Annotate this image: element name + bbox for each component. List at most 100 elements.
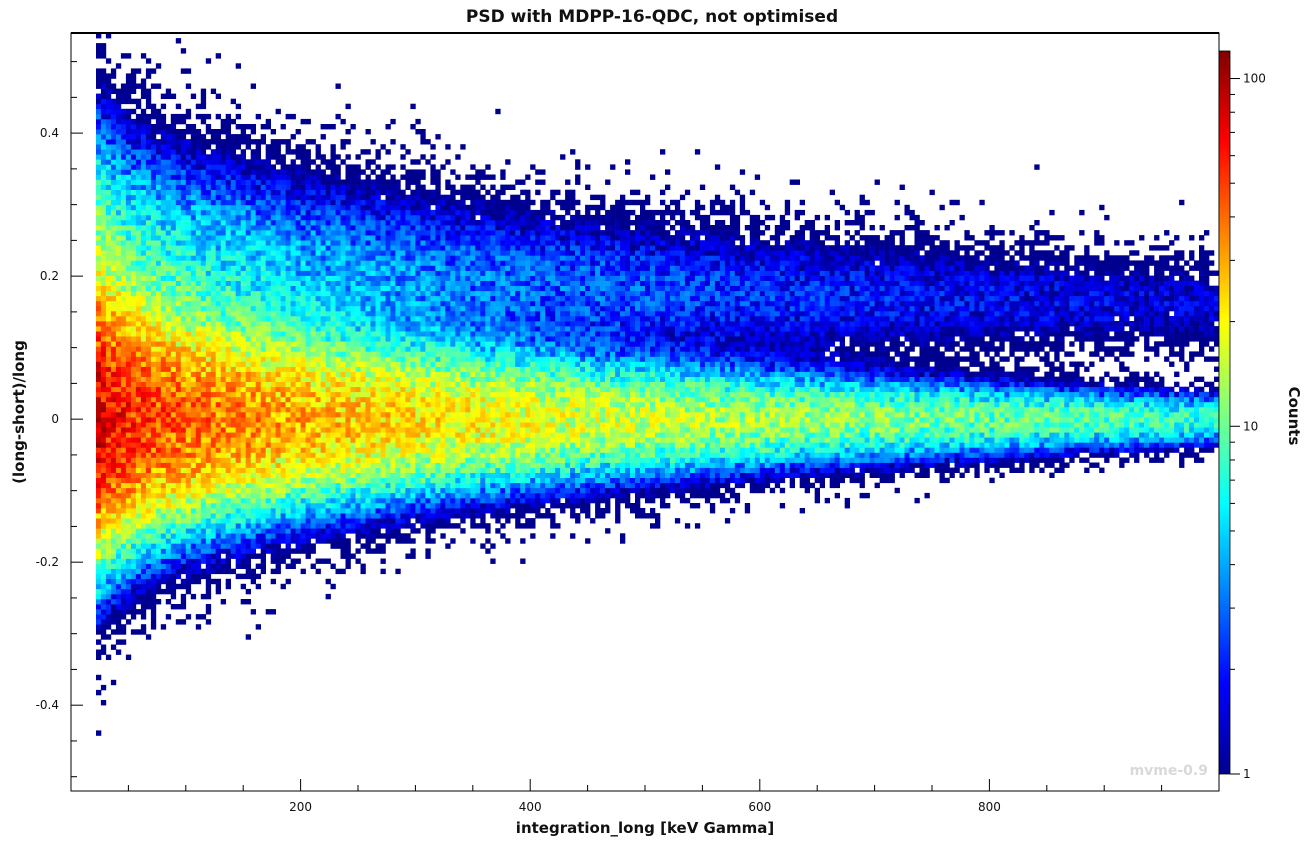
- heatmap-cell: [300, 260, 306, 266]
- heatmap-cell: [180, 295, 187, 302]
- heatmap-cell: [220, 240, 226, 246]
- heatmap-cell: [180, 538, 187, 544]
- heatmap-cell: [270, 199, 276, 206]
- heatmap-cell: [225, 406, 231, 413]
- heatmap-cell: [320, 381, 326, 388]
- heatmap-cell: [180, 230, 187, 236]
- heatmap-cell: [310, 477, 316, 484]
- heatmap-cell: [215, 371, 221, 377]
- heatmap-cell: [205, 129, 212, 135]
- heatmap-cell: [190, 427, 197, 433]
- heatmap-cell: [140, 260, 147, 266]
- heatmap-cell: [245, 361, 251, 367]
- heatmap-cell: [285, 513, 291, 519]
- heatmap-cell: [140, 487, 147, 494]
- heatmap-cell: [280, 310, 286, 317]
- heatmap-cell: [215, 361, 221, 367]
- heatmap-cell: [270, 194, 276, 201]
- heatmap-cell: [340, 270, 346, 276]
- heatmap-cell: [285, 427, 291, 433]
- heatmap-cell: [185, 341, 192, 347]
- heatmap-cell: [225, 240, 231, 246]
- heatmap-cell: [96, 492, 102, 499]
- heatmap-cell: [340, 442, 346, 448]
- heatmap-cell: [240, 305, 246, 312]
- heatmap-cell: [350, 401, 356, 408]
- heatmap-cell: [135, 543, 142, 549]
- heatmap-cell: [185, 412, 192, 418]
- heatmap-cell: [105, 310, 112, 317]
- heatmap-cell: [345, 487, 351, 494]
- heatmap-cell: [145, 124, 152, 130]
- heatmap-cell: [230, 245, 236, 251]
- heatmap-cell: [220, 447, 226, 453]
- heatmap-cell: [360, 568, 366, 575]
- heatmap-cell: [115, 487, 122, 494]
- heatmap-cell: [145, 533, 152, 539]
- heatmap-cell: [205, 563, 212, 569]
- heatmap-cell: [345, 437, 351, 443]
- heatmap-cell: [355, 265, 361, 271]
- heatmap-cell: [170, 366, 177, 372]
- heatmap-cell: [330, 467, 336, 473]
- heatmap-cell: [300, 265, 306, 271]
- heatmap-cell: [205, 391, 212, 398]
- heatmap-cell: [320, 225, 326, 231]
- heatmap-cell: [105, 548, 112, 554]
- heatmap-cell: [96, 134, 102, 140]
- heatmap-cell: [135, 386, 142, 393]
- heatmap-cell: [280, 245, 286, 251]
- heatmap-cell: [105, 73, 112, 79]
- heatmap-cell: [270, 477, 276, 484]
- heatmap-cell: [310, 250, 316, 256]
- heatmap-cell: [290, 169, 296, 175]
- heatmap-cell: [105, 58, 112, 64]
- heatmap-cell: [120, 118, 127, 125]
- heatmap-cell: [190, 250, 197, 256]
- heatmap-cell: [275, 472, 281, 478]
- heatmap-cell: [215, 462, 221, 468]
- heatmap-cell: [175, 503, 182, 509]
- heatmap-cell: [160, 573, 167, 580]
- heatmap-cell: [300, 225, 306, 231]
- heatmap-cell: [350, 523, 356, 529]
- heatmap-cell: [120, 497, 127, 504]
- heatmap-cell: [350, 275, 356, 281]
- heatmap-cell: [130, 184, 137, 190]
- heatmap-cell: [130, 260, 137, 266]
- heatmap-cell: [125, 275, 132, 281]
- heatmap-cell: [205, 240, 212, 246]
- heatmap-cell: [230, 169, 236, 175]
- heatmap-cell: [325, 159, 331, 165]
- heatmap-cell: [355, 518, 361, 524]
- heatmap-cell: [345, 472, 351, 478]
- heatmap-cell: [160, 497, 167, 504]
- heatmap-cell: [205, 548, 212, 554]
- heatmap-cell: [245, 396, 251, 403]
- heatmap-cell: [310, 341, 316, 347]
- heatmap-cell: [135, 462, 142, 468]
- heatmap-cell: [155, 270, 162, 276]
- heatmap-cell: [265, 513, 271, 519]
- heatmap-cell: [305, 361, 311, 367]
- heatmap-cell: [280, 265, 286, 271]
- heatmap-cell: [230, 543, 236, 549]
- heatmap-cell: [170, 376, 177, 382]
- heatmap-cell: [190, 154, 197, 160]
- heatmap-cell: [185, 553, 192, 559]
- heatmap-cell: [285, 386, 291, 393]
- heatmap-cell: [110, 472, 117, 478]
- heatmap-cell: [110, 179, 117, 185]
- heatmap-cell: [175, 543, 182, 549]
- heatmap-cell: [120, 280, 127, 286]
- heatmap-cell: [165, 412, 172, 418]
- heatmap-cell: [310, 533, 316, 539]
- heatmap-cell: [115, 260, 122, 266]
- heatmap-cell: [260, 240, 266, 246]
- heatmap-cell: [125, 477, 132, 484]
- heatmap-cell: [265, 179, 271, 185]
- heatmap-cell: [240, 255, 246, 261]
- heatmap-cell: [180, 260, 187, 266]
- heatmap-cell: [175, 265, 182, 271]
- heatmap-cell: [225, 513, 231, 519]
